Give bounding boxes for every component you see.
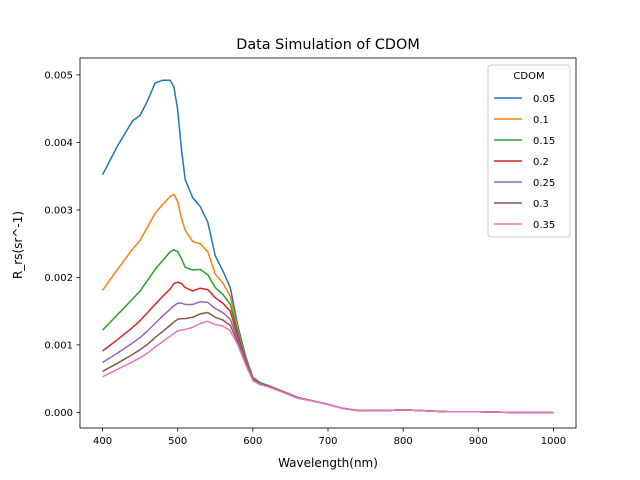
legend-title: CDOM	[513, 71, 544, 82]
x-axis-label: Wavelength(nm)	[278, 456, 378, 470]
y-tick-label: 0.000	[44, 408, 73, 419]
x-tick-label: 400	[93, 436, 112, 447]
x-tick-label: 800	[394, 436, 413, 447]
x-tick-label: 500	[168, 436, 187, 447]
series-line-0.35	[102, 320, 554, 414]
x-tick-label: 1000	[541, 436, 566, 447]
y-axis-label: R_rs(sr^-1)	[11, 211, 25, 279]
y-tick-label: 0.002	[44, 273, 73, 284]
y-tick-label: 0.003	[44, 206, 73, 217]
legend: CDOM 0.05 0.1 0.15 0.2 0.25 0.3 0.35	[487, 64, 571, 238]
legend-label-0.35: 0.35	[533, 220, 555, 231]
y-tick-label: 0.001	[44, 341, 73, 352]
y-tick-label: 0.004	[44, 138, 73, 149]
legend-label-0.2: 0.2	[533, 157, 549, 168]
legend-label-0.1: 0.1	[533, 115, 549, 126]
legend-label-0.15: 0.15	[533, 136, 555, 147]
legend-label-0.25: 0.25	[533, 178, 555, 189]
legend-label-0.05: 0.05	[533, 94, 555, 105]
x-tick-label: 600	[243, 436, 262, 447]
chart-title: Data Simulation of CDOM	[236, 37, 419, 53]
legend-label-0.3: 0.3	[533, 199, 549, 210]
legend-box	[487, 64, 571, 238]
x-tick-label: 700	[318, 436, 337, 447]
x-tick-label: 900	[469, 436, 488, 447]
x-axis: 400 500 600 700 800 900 1000	[93, 428, 566, 447]
y-tick-label: 0.005	[44, 70, 73, 81]
y-axis: 0.000 0.001 0.002 0.003 0.004 0.005	[44, 70, 80, 419]
